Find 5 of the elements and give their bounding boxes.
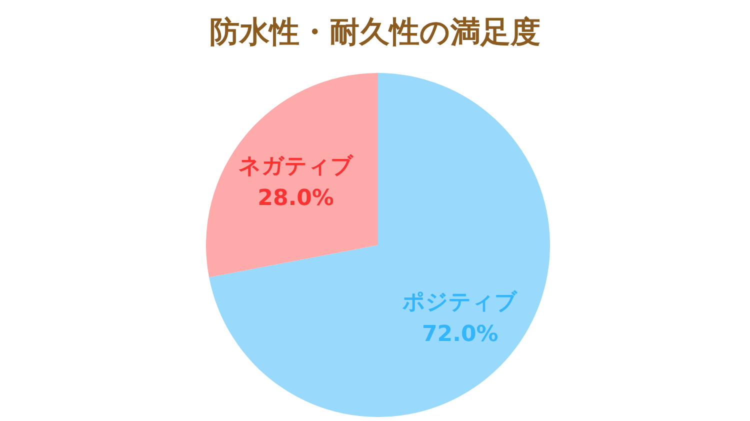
data-label: 28.0% bbox=[258, 186, 334, 212]
slice-label: ポジティブ bbox=[402, 290, 519, 315]
chart-title: 防水性・耐久性の満足度 bbox=[210, 15, 540, 50]
slice-label: ネガティブ bbox=[238, 154, 354, 180]
data-label: 72.0% bbox=[422, 322, 498, 347]
